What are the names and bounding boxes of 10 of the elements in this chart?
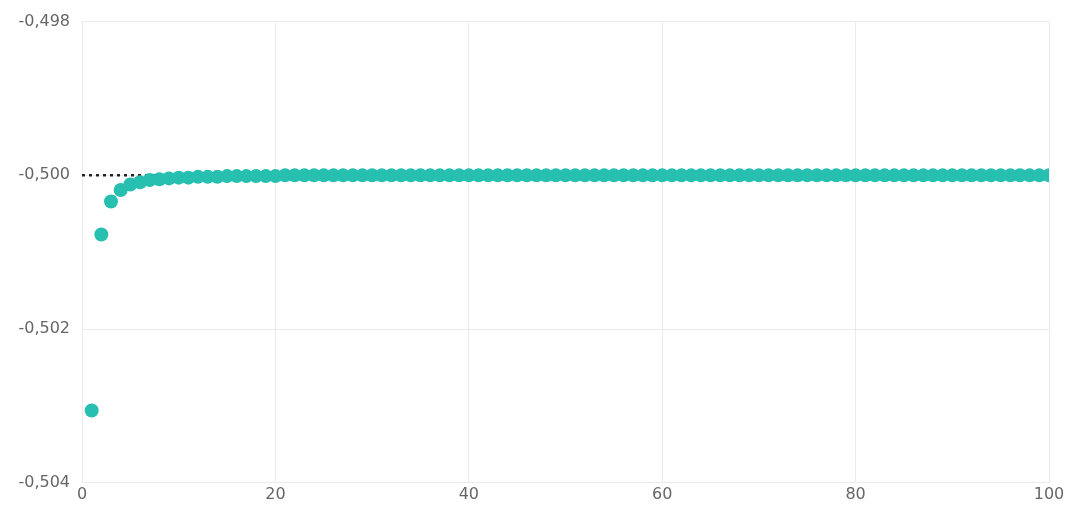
x-tick-label: 0 [76, 483, 88, 503]
y-tick-label: -0,498 [18, 10, 70, 30]
y-tick-label: -0,504 [18, 471, 70, 491]
x-tick-label: 100 [1033, 483, 1065, 503]
x-tick-label: 60 [652, 483, 673, 503]
x-tick-label: 40 [458, 483, 479, 503]
y-tick-label: -0,500 [18, 164, 70, 184]
x-tick-label: 80 [845, 483, 866, 503]
x-tick-label: 20 [265, 483, 286, 503]
y-tick-label: -0,502 [18, 318, 70, 338]
